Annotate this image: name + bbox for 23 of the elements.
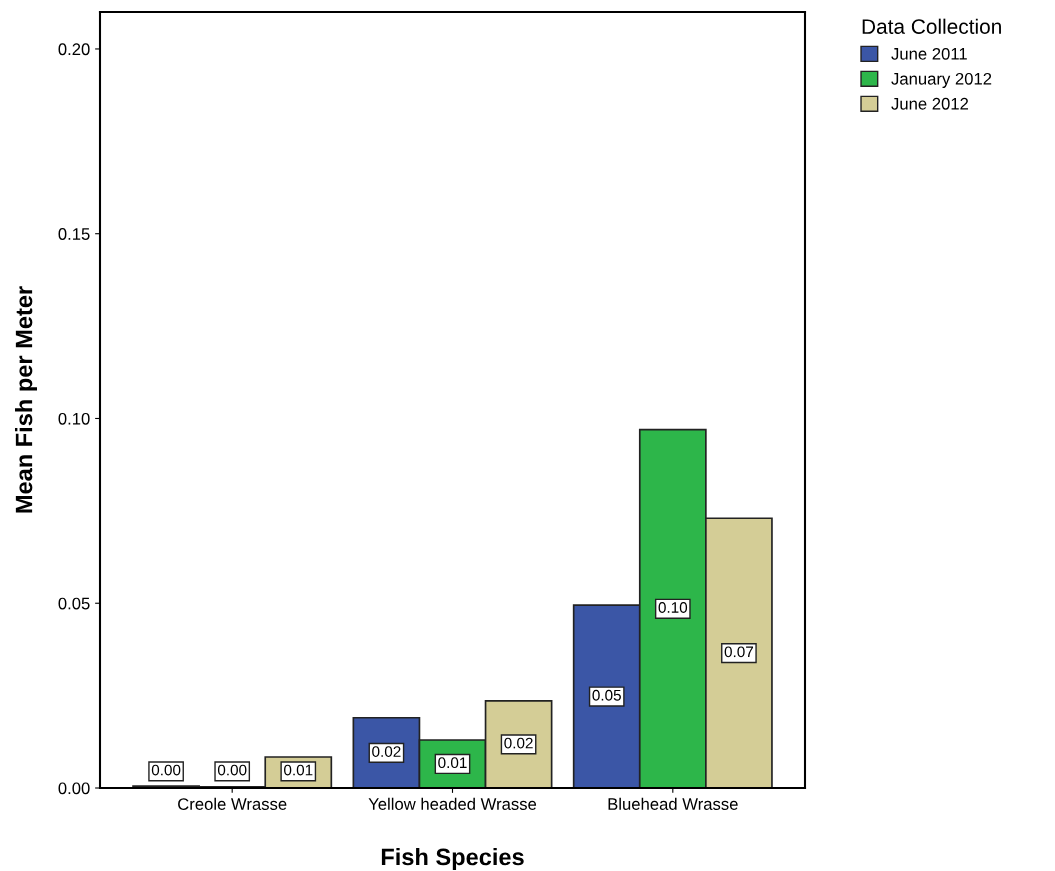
x-axis-title: Fish Species: [381, 847, 524, 870]
data-label: 0.10: [658, 602, 688, 613]
y-tick-label: 0.10: [58, 412, 90, 425]
data-label: 0.07: [724, 646, 754, 658]
y-tick-label: 0.05: [58, 597, 90, 610]
y-axis-title: Mean Fish per Meter: [15, 286, 38, 513]
data-label: 0.02: [372, 746, 401, 757]
legend-label: January 2012: [891, 72, 992, 88]
x-tick-label: Creole Wrasse: [178, 797, 287, 810]
data-label: 0.00: [151, 764, 181, 776]
data-label: 0.01: [438, 757, 467, 769]
x-tick-label: Yellow headed Wrasse: [368, 797, 537, 810]
data-label: 0.02: [504, 737, 533, 749]
data-label: 0.00: [217, 764, 247, 776]
legend-label: June 2011: [891, 47, 967, 60]
data-label: 0.05: [592, 689, 621, 701]
data-label: 0.01: [284, 764, 313, 776]
x-tick-label: Bluehead Wrasse: [608, 797, 738, 810]
legend-title: Data Collection: [862, 18, 1001, 34]
y-tick-label: 0.15: [58, 228, 90, 240]
legend-label: June 2012: [891, 97, 969, 110]
y-tick-label: 0.20: [58, 43, 90, 56]
y-tick-label: 0.00: [58, 782, 90, 795]
